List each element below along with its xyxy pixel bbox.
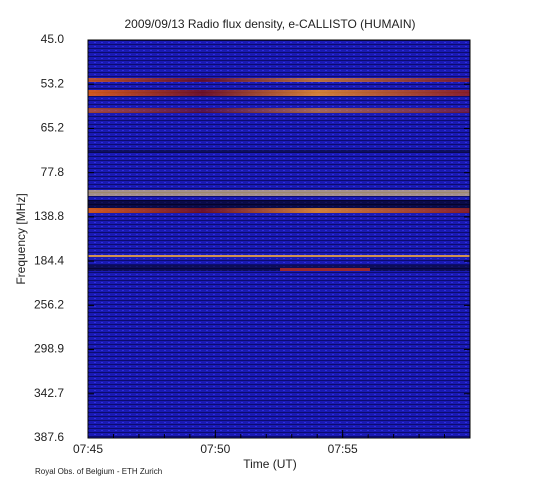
y-tick-label: 387.6 [34, 430, 64, 444]
y-tick-label: 256.2 [34, 298, 64, 312]
y-tick-label: 45.0 [41, 32, 65, 46]
plot-frame [87, 39, 471, 439]
y-tick-label: 53.2 [41, 76, 65, 90]
x-tick-label: 07:50 [200, 442, 230, 456]
y-tick-label: 298.9 [34, 342, 64, 356]
y-tick-label: 65.2 [41, 121, 65, 135]
footer: Royal Obs. of Belgium - ETH Zurich [35, 467, 162, 476]
y-tick-label: 138.8 [34, 209, 64, 223]
x-tick-label: 07:45 [73, 442, 103, 456]
y-tick-label: 184.4 [34, 253, 64, 267]
y-tick-label: 342.7 [34, 386, 64, 400]
chart-title: 2009/09/13 Radio flux density, e-CALLIST… [124, 17, 415, 31]
y-tick-label: 77.8 [41, 165, 65, 179]
x-axis-label: Time (UT) [243, 457, 297, 471]
y-axis-label: Frequency [MHz] [14, 193, 28, 284]
spectrogram-image [88, 40, 470, 438]
x-tick-label: 07:55 [328, 442, 358, 456]
